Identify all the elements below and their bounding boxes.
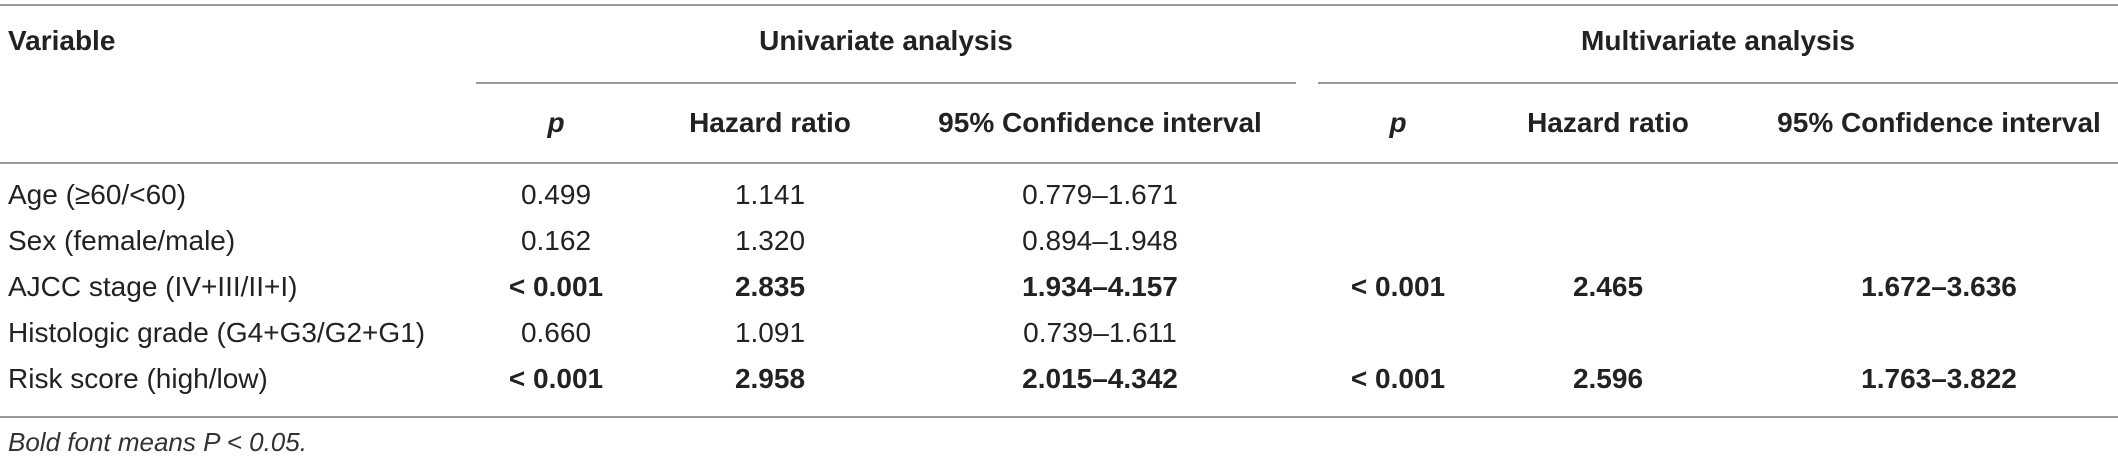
row-uni-hr: 1.141 — [734, 179, 806, 210]
row-multi-ci: 1.672–3.636 — [1861, 271, 2017, 302]
header-multivariate: Multivariate analysis — [1581, 25, 1855, 56]
row-variable: Risk score (high/low) — [8, 363, 268, 394]
row-multi-hr: 2.465 — [1572, 271, 1644, 302]
row-multi-ci: 1.763–3.822 — [1861, 363, 2017, 394]
header-univariate: Univariate analysis — [759, 25, 1013, 56]
univariate-group-rule — [476, 82, 1296, 84]
header-uni-p: p — [547, 107, 565, 138]
row-multi-p: < 0.001 — [1350, 271, 1446, 302]
row-uni-p: 0.660 — [520, 317, 592, 348]
row-multi-p: < 0.001 — [1350, 363, 1446, 394]
table-bottom-rule — [0, 416, 2118, 418]
row-uni-hr: 1.320 — [734, 225, 806, 256]
row-uni-ci: 0.894–1.948 — [1022, 225, 1178, 256]
table-top-rule — [0, 4, 2118, 6]
multivariate-group-rule — [1318, 82, 2118, 84]
row-variable: Age (≥60/<60) — [8, 179, 187, 210]
row-uni-hr: 2.958 — [734, 363, 806, 394]
header-multi-ci: 95% Confidence interval — [1777, 107, 2101, 138]
row-uni-p: 0.162 — [520, 225, 592, 256]
row-uni-ci: 2.015–4.342 — [1022, 363, 1178, 394]
row-uni-hr: 2.835 — [734, 271, 806, 302]
row-uni-ci: 0.739–1.611 — [1023, 317, 1177, 348]
row-variable: AJCC stage (IV+III/II+I) — [8, 271, 298, 302]
row-uni-ci: 0.779–1.671 — [1022, 179, 1178, 210]
header-bottom-rule — [0, 162, 2118, 164]
row-uni-p: < 0.001 — [508, 363, 604, 394]
row-uni-p: < 0.001 — [508, 271, 604, 302]
row-uni-ci: 1.934–4.157 — [1022, 271, 1178, 302]
row-uni-p: 0.499 — [520, 179, 592, 210]
header-variable: Variable — [8, 25, 116, 56]
row-variable: Sex (female/male) — [8, 225, 236, 256]
header-uni-ci: 95% Confidence interval — [938, 107, 1262, 138]
header-multi-hr: Hazard ratio — [1527, 107, 1689, 138]
table-footnote: Bold font means P < 0.05. — [8, 427, 307, 457]
row-uni-hr: 1.091 — [734, 317, 806, 348]
row-multi-hr: 2.596 — [1572, 363, 1644, 394]
header-uni-hr: Hazard ratio — [689, 107, 851, 138]
header-multi-p: p — [1389, 107, 1407, 138]
row-variable: Histologic grade (G4+G3/G2+G1) — [8, 317, 426, 348]
